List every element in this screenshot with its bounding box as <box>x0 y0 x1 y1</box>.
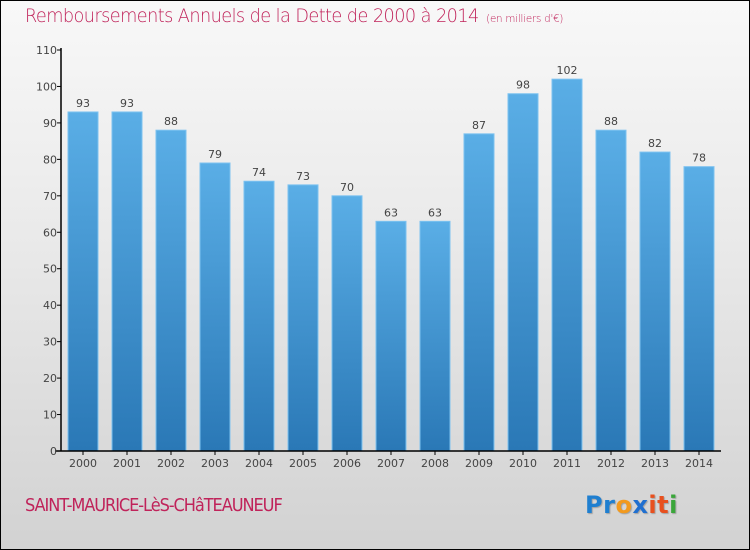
logo-letter: o <box>615 491 633 519</box>
y-tick-label-10: 10 <box>43 409 57 422</box>
data-labels-group: 93 93 88 79 74 73 70 63 63 87 98 102 88 82 78 <box>76 64 706 219</box>
y-tick-label-40: 40 <box>43 299 57 312</box>
logo-letter: i <box>648 491 658 519</box>
bar-2011 <box>551 78 583 452</box>
proxiti-logo[interactable]: Proxiti <box>585 491 678 519</box>
bar-2010 <box>507 93 539 452</box>
data-label-2003: 79 <box>208 148 222 161</box>
bar-2009 <box>463 133 495 452</box>
x-tick-label-2011: 2011 <box>553 457 581 470</box>
chart-title-text: Remboursements Annuels de la Dette de 20… <box>25 5 479 27</box>
x-tick-label-2002: 2002 <box>157 457 185 470</box>
logo-letter: r <box>603 491 616 519</box>
x-tick-label-2007: 2007 <box>377 457 405 470</box>
logo-letter: x <box>632 491 649 519</box>
x-tick-label-2006: 2006 <box>333 457 361 470</box>
data-label-2004: 74 <box>252 166 266 179</box>
data-label-2005: 73 <box>296 170 310 183</box>
axes-group: 2000 2001 2002 2003 2004 2005 2006 2007 2008 2009… <box>36 44 721 470</box>
y-tick-label-80: 80 <box>43 153 57 166</box>
bars-group <box>67 78 715 452</box>
logo-letter: P <box>585 491 604 519</box>
data-label-2000: 93 <box>76 97 90 110</box>
bar-2001 <box>111 111 143 452</box>
chart-title: Remboursements Annuels de la Dette de 20… <box>25 5 563 27</box>
data-label-2002: 88 <box>164 115 178 128</box>
bar-2000 <box>67 111 99 452</box>
x-tick-label-2013: 2013 <box>641 457 669 470</box>
data-label-2001: 93 <box>120 97 134 110</box>
data-label-2012: 88 <box>604 115 618 128</box>
y-tick-label-70: 70 <box>43 190 57 203</box>
data-label-2008: 63 <box>428 206 442 219</box>
bar-2008 <box>419 220 451 452</box>
x-tick-label-2003: 2003 <box>201 457 229 470</box>
data-label-2011: 102 <box>557 64 578 77</box>
y-tick-label-110: 110 <box>36 44 57 57</box>
x-tick-label-2000: 2000 <box>69 457 97 470</box>
data-label-2007: 63 <box>384 206 398 219</box>
y-tick-label-90: 90 <box>43 117 57 130</box>
chart-subtitle: (en milliers d'€) <box>486 12 564 25</box>
data-label-2013: 82 <box>648 137 662 150</box>
city-name: SAINT-MAURICE-LèS-CHâTEAUNEUF <box>25 495 283 516</box>
data-label-2006: 70 <box>340 181 354 194</box>
y-tick-label-20: 20 <box>43 372 57 385</box>
logo-letter: t <box>657 491 670 519</box>
bar-2002 <box>155 129 187 452</box>
bar-2003 <box>199 162 231 452</box>
x-tick-label-2012: 2012 <box>597 457 625 470</box>
bar-2006 <box>331 195 363 452</box>
y-tick-label-0: 0 <box>50 445 57 458</box>
x-tick-label-2014: 2014 <box>685 457 713 470</box>
bar-chart: 2000 2001 2002 2003 2004 2005 2006 2007 2008 2009… <box>36 44 721 470</box>
x-tick-label-2004: 2004 <box>245 457 273 470</box>
bar-2013 <box>639 151 671 452</box>
x-tick-label-2001: 2001 <box>113 457 141 470</box>
y-tick-label-60: 60 <box>43 226 57 239</box>
bar-2004 <box>243 180 275 452</box>
x-tick-label-2008: 2008 <box>421 457 449 470</box>
logo-letter: i <box>669 491 678 519</box>
x-tick-label-2010: 2010 <box>509 457 537 470</box>
data-label-2014: 78 <box>692 152 706 165</box>
data-label-2009: 87 <box>472 119 486 132</box>
bar-2014 <box>683 166 715 452</box>
bar-2007 <box>375 220 407 452</box>
y-tick-label-30: 30 <box>43 336 57 349</box>
y-tick-label-50: 50 <box>43 263 57 276</box>
bar-2012 <box>595 129 627 452</box>
y-tick-label-100: 100 <box>36 80 57 93</box>
data-label-2010: 98 <box>516 79 530 92</box>
x-tick-label-2009: 2009 <box>465 457 493 470</box>
x-tick-label-2005: 2005 <box>289 457 317 470</box>
bar-2005 <box>287 184 319 452</box>
